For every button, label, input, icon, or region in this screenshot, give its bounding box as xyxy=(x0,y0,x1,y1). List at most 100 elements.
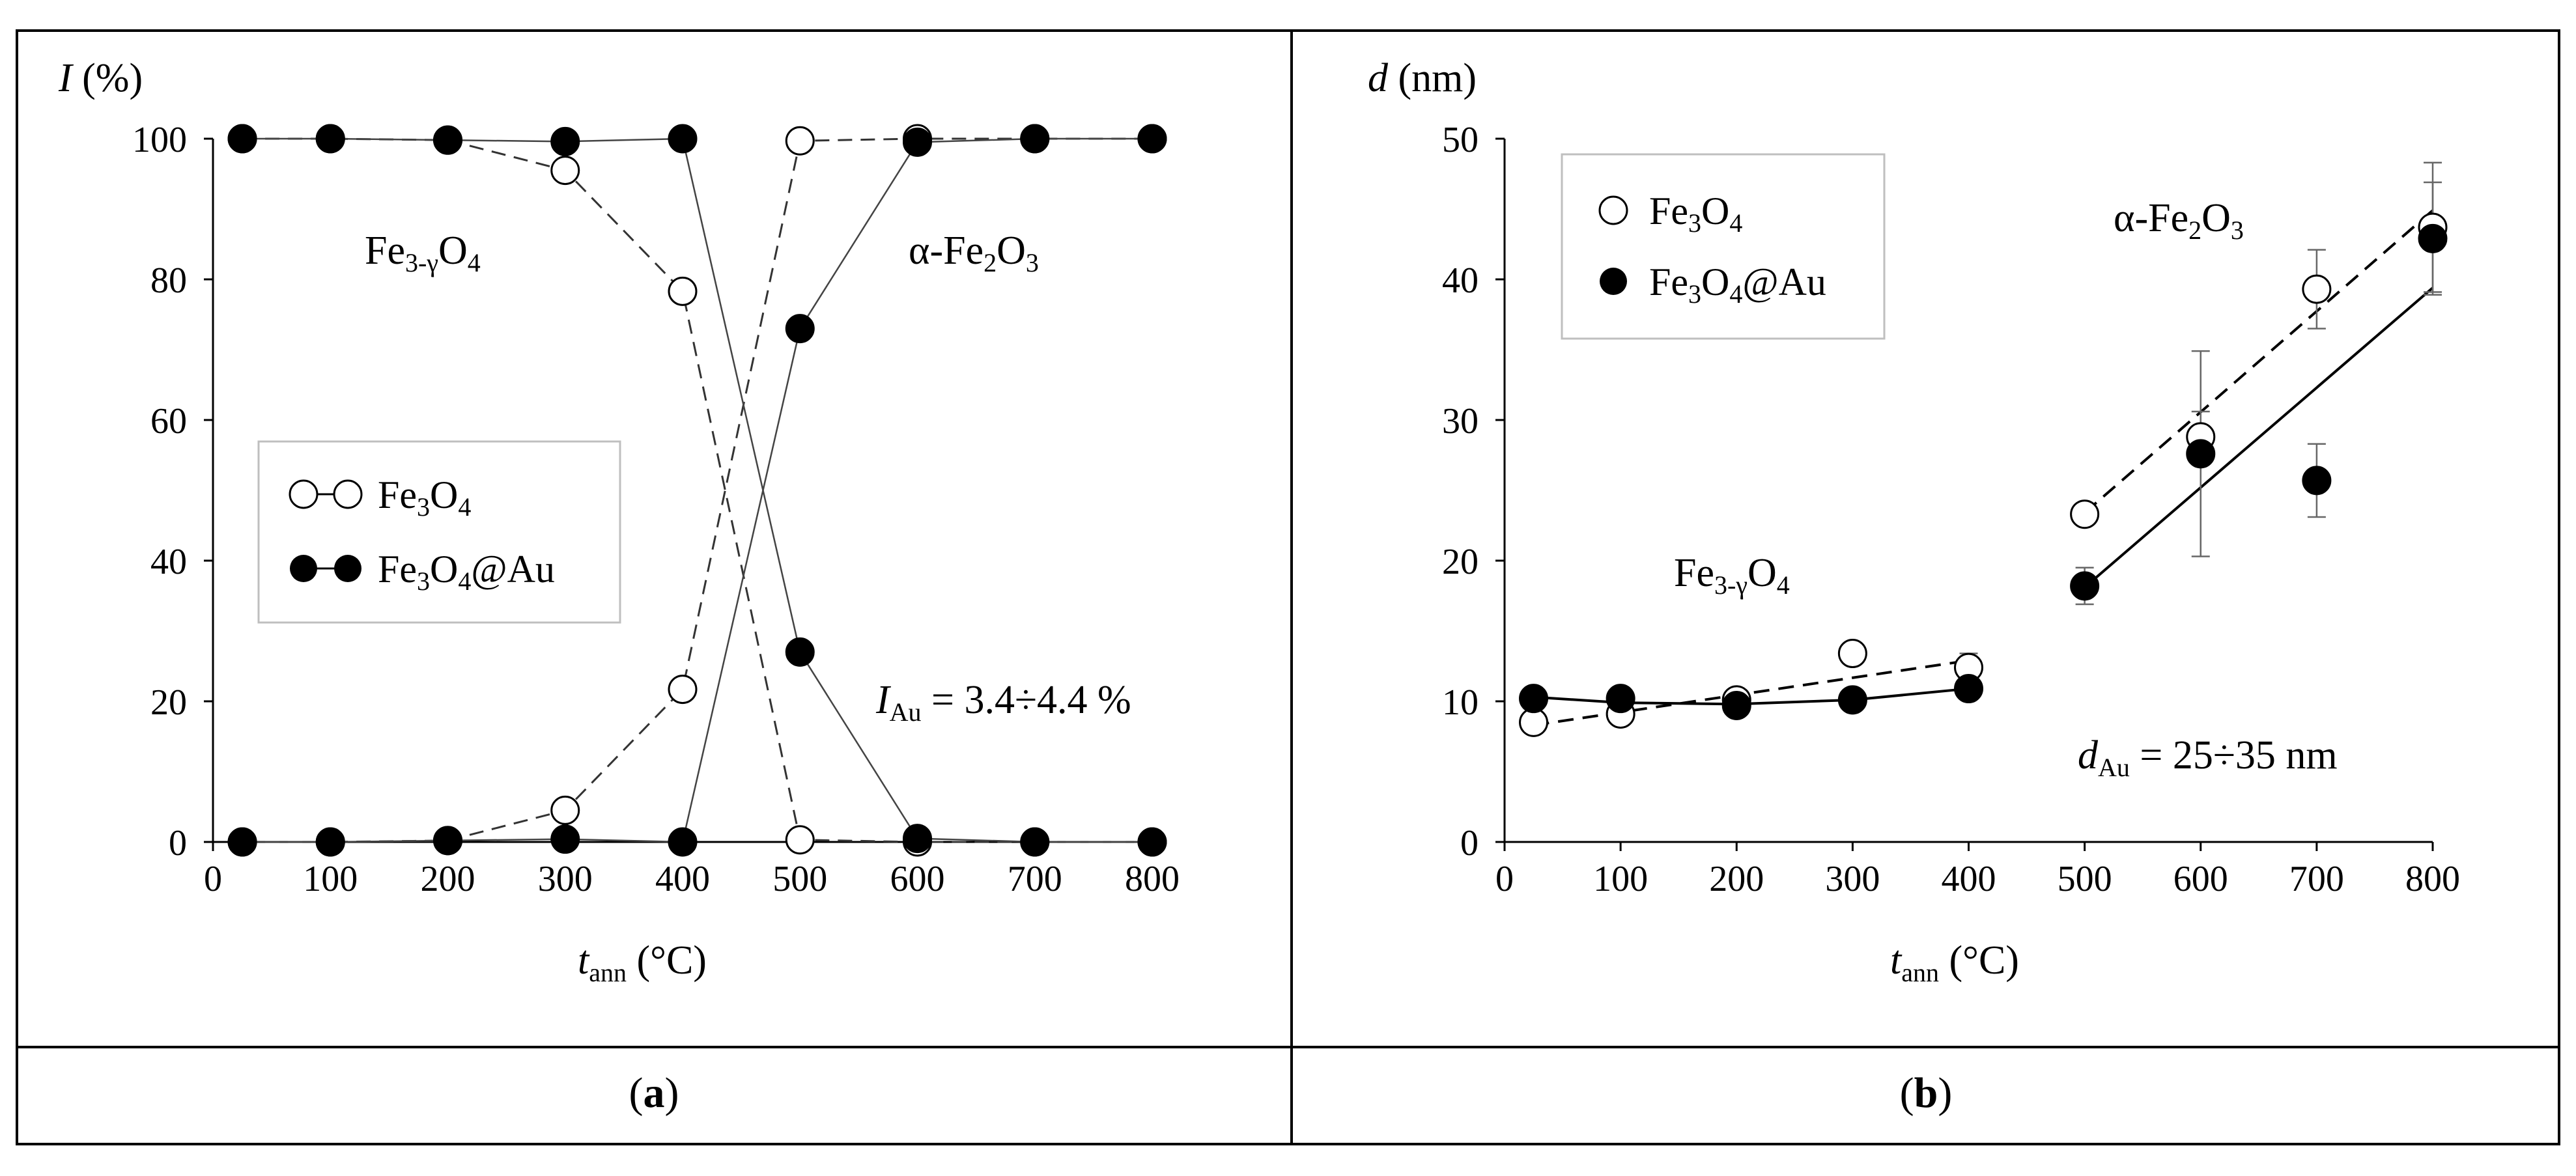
panel-b-legend-label-fe3o4: Fe3O4 xyxy=(1649,189,1742,238)
panel-a-legend-filled-marker xyxy=(290,555,361,582)
panel-a-point-fe3o4 xyxy=(785,126,815,156)
panel-b-legend: Fe3O4 Fe3O4@Au xyxy=(1561,153,1886,340)
panel-b-legend-filled-marker xyxy=(1600,268,1627,295)
panel-b-point-fe3o4-au xyxy=(1954,674,1983,704)
panel-a-points xyxy=(227,124,1167,857)
panel-a-point-fe3o4-au xyxy=(903,127,932,157)
panel-a-phase-left: Fe3-γO4 xyxy=(365,229,481,277)
panel-a-point-fe3o4-au xyxy=(903,824,932,854)
panel-a-y-tick-label: 40 xyxy=(150,542,187,582)
panel-b-point-fe3o4 xyxy=(2070,499,2100,529)
panel-a-point-fe3o4-au xyxy=(1020,827,1050,857)
panel-b-fit-line-fe3o4 xyxy=(2084,209,2434,514)
panel-a-point-fe3o4 xyxy=(668,276,698,306)
panel-b-point-fe3o4-au xyxy=(2070,571,2100,601)
panel-a-y-tick-label: 80 xyxy=(150,260,187,301)
panel-a-point-fe3o4-au xyxy=(315,124,345,154)
panel-a: 0 100 200 300 400 500 600 700 800 0 20 40 60 80 100 I … xyxy=(58,56,1180,1117)
panel-b-x-tick-label: 600 xyxy=(2173,859,2228,899)
panel-b-x-tick-label: 100 xyxy=(1593,859,1648,899)
panel-b-points xyxy=(1519,161,2448,737)
panel-b-xlabel: tann (°C) xyxy=(1890,938,2019,987)
panel-b-caption: (b) xyxy=(1900,1069,1953,1117)
panel-a-x-tick-label: 200 xyxy=(421,859,475,899)
panel-b-xlabel-var: t xyxy=(1890,938,1903,983)
panel-b-y-tick-label: 10 xyxy=(1442,682,1479,723)
panel-a-point-fe3o4-au xyxy=(668,124,698,154)
panel-a-legend-open-marker xyxy=(289,479,363,509)
panel-a-xlabel-sub: ann xyxy=(589,958,627,987)
panel-a-point-fe3o4-au xyxy=(1137,124,1167,154)
panel-a-xlabel-unit: (°C) xyxy=(627,938,707,983)
panel-b-fit-line-fe3o4 xyxy=(1533,659,1969,727)
panel-a-x-tick-label: 100 xyxy=(303,859,358,899)
panel-a-y-tick-label: 20 xyxy=(150,682,187,723)
panel-b-x-tick-label: 200 xyxy=(1709,859,1764,899)
panel-a-x-tick-label: 600 xyxy=(890,859,945,899)
panel-a-ylabel-var: I xyxy=(58,56,74,100)
panel-a-xlabel: tann (°C) xyxy=(578,938,707,987)
panel-a-point-fe3o4-au xyxy=(227,124,257,154)
panel-b-y-tick-label: 40 xyxy=(1442,260,1479,301)
panel-b-phase-left: Fe3-γO4 xyxy=(1674,551,1790,600)
panel-a-legend: Fe3O4 Fe3O4@Au xyxy=(257,440,621,624)
panel-a-x-tick-label: 500 xyxy=(772,859,827,899)
panel-b-point-fe3o4-au xyxy=(2186,439,2216,469)
panel-a-point-fe3o4-au xyxy=(1020,124,1050,154)
panel-b-fit-line-fe3o4-au xyxy=(2084,287,2434,589)
panel-b-x-tick-label: 300 xyxy=(1825,859,1880,899)
panel-a-point-fe3o4-au xyxy=(433,125,462,155)
figure-frame xyxy=(16,29,2560,1145)
panel-a-axes: 0 100 200 300 400 500 600 700 800 0 20 40 60 80 100 xyxy=(132,120,1180,899)
panel-b-point-fe3o4-au xyxy=(2302,466,2332,496)
panel-b-phase-right: α-Fe2O3 xyxy=(2114,196,2244,245)
panel-b-note: dAu = 25÷35 nm xyxy=(2078,733,2338,782)
panel-a-x-tick-label: 400 xyxy=(655,859,710,899)
panel-a-x-tick-label: 700 xyxy=(1008,859,1062,899)
panel-b-xlabel-unit: (°C) xyxy=(1939,938,2019,983)
panel-b-point-fe3o4-au xyxy=(1606,684,1635,714)
panel-a-point-fe3o4-au xyxy=(433,826,462,856)
panel-b-x-tick-label: 700 xyxy=(2289,859,2344,899)
panel-b-x-tick-label: 500 xyxy=(2058,859,2112,899)
panel-a-point-fe3o4 xyxy=(550,156,580,186)
panel-a-x-tick-label: 800 xyxy=(1125,859,1180,899)
panel-b-y-tick-label: 50 xyxy=(1442,120,1479,160)
panel-a-caption: (a) xyxy=(629,1069,679,1117)
panel-b-x-tick-label: 800 xyxy=(2405,859,2460,899)
panel-b-y-tick-label: 0 xyxy=(1460,823,1479,863)
panel-a-y-tick-label: 0 xyxy=(169,823,187,863)
panel-b-point-fe3o4-au xyxy=(1721,690,1751,720)
panel-a-point-fe3o4-au xyxy=(550,126,580,156)
panel-b-legend-label-fe3o4-au: Fe3O4@Au xyxy=(1649,260,1826,309)
panel-a-note: IAu = 3.4÷4.4 % xyxy=(875,678,1131,727)
panel-b-xlabel-sub: ann xyxy=(1901,958,1939,987)
panel-b-point-fe3o4-au xyxy=(1837,685,1867,715)
panel-b-point-fe3o4 xyxy=(2302,274,2332,304)
panel-b-x-tick-label: 0 xyxy=(1495,859,1514,899)
panel-b-y-tick-label: 30 xyxy=(1442,401,1479,441)
panel-b-point-fe3o4-au xyxy=(1519,684,1549,714)
panel-a-legend-label-fe3o4-au: Fe3O4@Au xyxy=(378,548,555,596)
panel-b-ylabel-unit: (nm) xyxy=(1388,56,1477,100)
panel-a-point-fe3o4 xyxy=(668,675,698,705)
panel-a-point-fe3o4 xyxy=(550,795,580,825)
panel-b-y-tick-label: 20 xyxy=(1442,542,1479,582)
panel-b-point-fe3o4-au xyxy=(2418,223,2448,253)
panel-a-point-fe3o4-au xyxy=(1137,827,1167,857)
panel-a-point-fe3o4-au xyxy=(785,314,815,344)
panel-a-phase-right: α-Fe2O3 xyxy=(909,229,1039,277)
panel-a-ylabel: I (%) xyxy=(58,56,143,100)
panel-a-x-tick-label: 300 xyxy=(538,859,593,899)
panel-a-legend-label-fe3o4: Fe3O4 xyxy=(378,473,471,522)
panel-b-legend-open-marker xyxy=(1598,195,1628,225)
panel-a-x-tick-label: 0 xyxy=(204,859,222,899)
panel-b-point-fe3o4 xyxy=(1837,639,1867,669)
panel-a-point-fe3o4-au xyxy=(785,637,815,667)
panel-a-point-fe3o4-au xyxy=(227,827,257,857)
panel-a-point-fe3o4-au xyxy=(315,827,345,857)
panel-a-point-fe3o4 xyxy=(785,825,815,855)
panel-a-y-tick-label: 60 xyxy=(150,401,187,441)
panel-b-ylabel-var: d xyxy=(1368,56,1389,100)
